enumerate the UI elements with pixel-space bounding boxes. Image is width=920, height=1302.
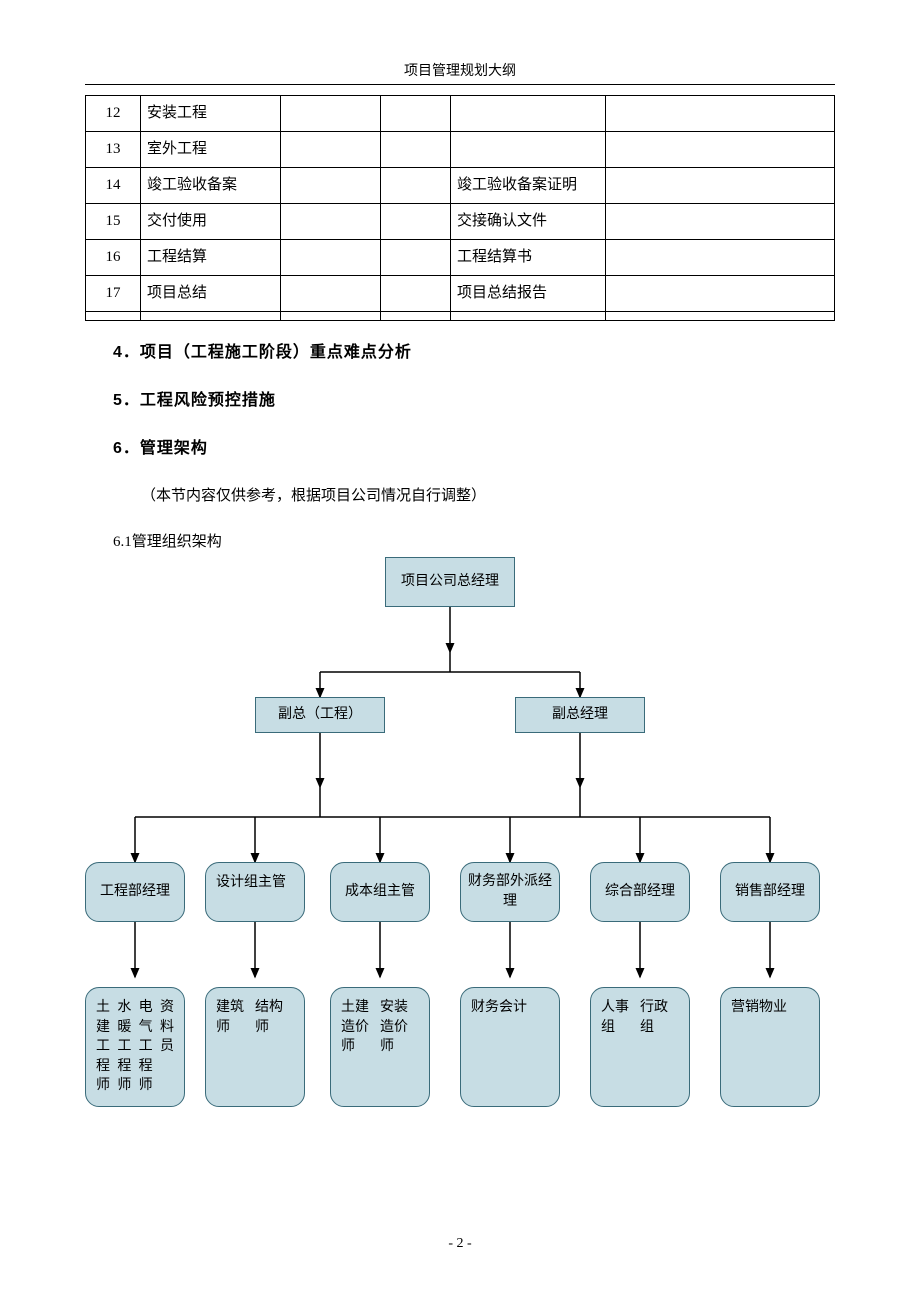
table-cell [281,96,381,132]
table-cell [281,168,381,204]
table-cell: 14 [86,168,141,204]
table-cell: 竣工验收备案证明 [451,168,606,204]
table-cell [606,276,835,312]
table-cell [381,168,451,204]
table-cell: 项目总结报告 [451,276,606,312]
section-6-heading: 6．管理架构 [85,433,835,465]
org-node-b4: 财务会计 [460,987,560,1107]
table-cell: 交付使用 [141,204,281,240]
table-cell [281,312,381,321]
table-cell [381,204,451,240]
org-node-vp2: 副总经理 [515,697,645,733]
table-cell: 交接确认文件 [451,204,606,240]
org-node-m5: 综合部经理 [590,862,690,922]
org-node-m2: 设计组主管 [205,862,305,922]
table-cell [281,132,381,168]
section-6-1-heading: 6.1管理组织架构 [85,527,835,557]
table-cell [141,312,281,321]
table-cell [606,96,835,132]
table-row: 16工程结算 工程结算书 [86,240,835,276]
table-cell [451,96,606,132]
org-node-root: 项目公司总经理 [385,557,515,607]
org-node-vp1: 副总（工程） [255,697,385,733]
table-cell [281,276,381,312]
table-cell [381,312,451,321]
table-row: 14竣工验收备案 竣工验收备案证明 [86,168,835,204]
table-cell: 竣工验收备案 [141,168,281,204]
table-cell [606,132,835,168]
table-cell [451,312,606,321]
org-node-b5: 人事组行政组 [590,987,690,1107]
table-cell: 17 [86,276,141,312]
org-node-m1: 工程部经理 [85,862,185,922]
schedule-table: 12安装工程13室外工程14竣工验收备案 竣工验收备案证明 15交付使用 交接确认文件… [85,95,835,321]
table-row [86,312,835,321]
table-cell: 工程结算 [141,240,281,276]
section-4-heading: 4．项目（工程施工阶段）重点难点分析 [85,337,835,369]
table-row: 17项目总结 项目总结报告 [86,276,835,312]
org-node-m6: 销售部经理 [720,862,820,922]
table-cell: 工程结算书 [451,240,606,276]
table-cell: 15 [86,204,141,240]
table-cell: 16 [86,240,141,276]
table-cell [281,204,381,240]
section-6-note: （本节内容仅供参考，根据项目公司情况自行调整） [85,481,835,511]
table-cell: 项目总结 [141,276,281,312]
org-chart: 项目公司总经理副总（工程） 副总经理工程部经理设计组主管成本组主管财务部外派经理综… [85,557,835,1137]
org-node-b3: 土建造价师安装造价师 [330,987,430,1107]
table-cell: 13 [86,132,141,168]
table-cell [606,168,835,204]
table-cell [381,276,451,312]
table-cell [381,240,451,276]
table-row: 12安装工程 [86,96,835,132]
page-number: - 2 - [0,1236,920,1252]
document-page: 项目管理规划大纲 12安装工程13室外工程14竣工验收备案竣工验收备案证明15交… [0,0,920,1302]
table-cell: 安装工程 [141,96,281,132]
table-cell [606,312,835,321]
table-cell [451,132,606,168]
org-node-b6: 营销物业 [720,987,820,1107]
org-node-m3: 成本组主管 [330,862,430,922]
org-node-b2: 建筑师结构师 [205,987,305,1107]
org-node-m4: 财务部外派经理 [460,862,560,922]
header-rule [85,84,835,85]
table-cell [606,240,835,276]
page-header-title: 项目管理规划大纲 [85,60,835,80]
table-cell [381,96,451,132]
table-cell [281,240,381,276]
table-row: 15交付使用 交接确认文件 [86,204,835,240]
table-cell [606,204,835,240]
section-5-heading: 5．工程风险预控措施 [85,385,835,417]
table-row: 13室外工程 [86,132,835,168]
table-cell [381,132,451,168]
table-cell [86,312,141,321]
table-cell: 12 [86,96,141,132]
table-cell: 室外工程 [141,132,281,168]
org-node-b1: 土建工程师水暖工程师电气工程师资料员 [85,987,185,1107]
